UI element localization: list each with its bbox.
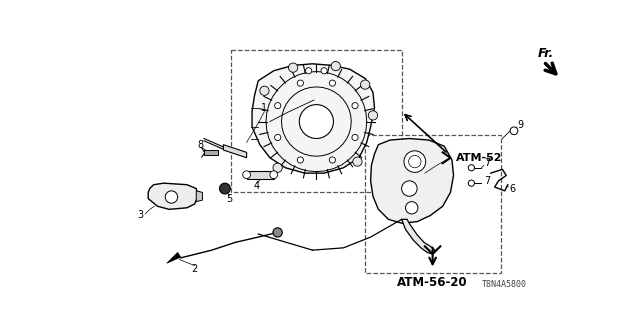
Circle shape [321, 68, 327, 74]
Text: 5: 5 [227, 194, 233, 204]
Circle shape [331, 61, 340, 71]
Text: T8N4A5800: T8N4A5800 [482, 280, 527, 289]
Text: 7: 7 [484, 158, 490, 168]
Circle shape [406, 202, 418, 214]
Polygon shape [246, 171, 274, 179]
Text: Fr.: Fr. [537, 47, 554, 60]
Circle shape [165, 191, 178, 203]
Polygon shape [252, 64, 374, 173]
Text: 1: 1 [261, 103, 268, 113]
Text: 7: 7 [484, 176, 490, 186]
Text: 4: 4 [253, 181, 260, 191]
Text: 6: 6 [509, 184, 515, 194]
Circle shape [352, 134, 358, 140]
Circle shape [243, 171, 250, 179]
Circle shape [360, 80, 370, 89]
Circle shape [275, 103, 281, 109]
Text: 3: 3 [138, 211, 143, 220]
Circle shape [330, 80, 335, 86]
Circle shape [368, 111, 378, 120]
Polygon shape [148, 183, 198, 209]
Polygon shape [223, 145, 246, 158]
Bar [365, 135, 501, 273]
Text: ATM-52: ATM-52 [456, 153, 502, 163]
Text: 2: 2 [191, 264, 198, 275]
Polygon shape [196, 191, 202, 202]
Circle shape [273, 163, 282, 172]
Circle shape [330, 157, 335, 163]
Circle shape [468, 165, 474, 171]
Circle shape [305, 68, 312, 74]
Circle shape [297, 80, 303, 86]
Circle shape [260, 86, 269, 95]
Circle shape [353, 157, 362, 166]
Circle shape [468, 180, 474, 186]
Text: 9: 9 [517, 120, 524, 130]
Circle shape [408, 156, 421, 168]
Bar [231, 50, 402, 192]
Text: ATM-56-20: ATM-56-20 [397, 276, 468, 289]
Circle shape [300, 105, 333, 139]
Polygon shape [204, 150, 218, 156]
Circle shape [220, 183, 230, 194]
Polygon shape [167, 252, 180, 263]
Circle shape [273, 228, 282, 237]
Circle shape [297, 157, 303, 163]
Circle shape [510, 127, 518, 135]
Polygon shape [402, 219, 435, 254]
Circle shape [402, 181, 417, 196]
Circle shape [352, 103, 358, 109]
Polygon shape [371, 139, 454, 223]
Circle shape [289, 63, 298, 72]
Circle shape [275, 134, 281, 140]
Circle shape [404, 151, 426, 172]
Circle shape [270, 171, 278, 179]
Text: 8: 8 [197, 140, 203, 150]
